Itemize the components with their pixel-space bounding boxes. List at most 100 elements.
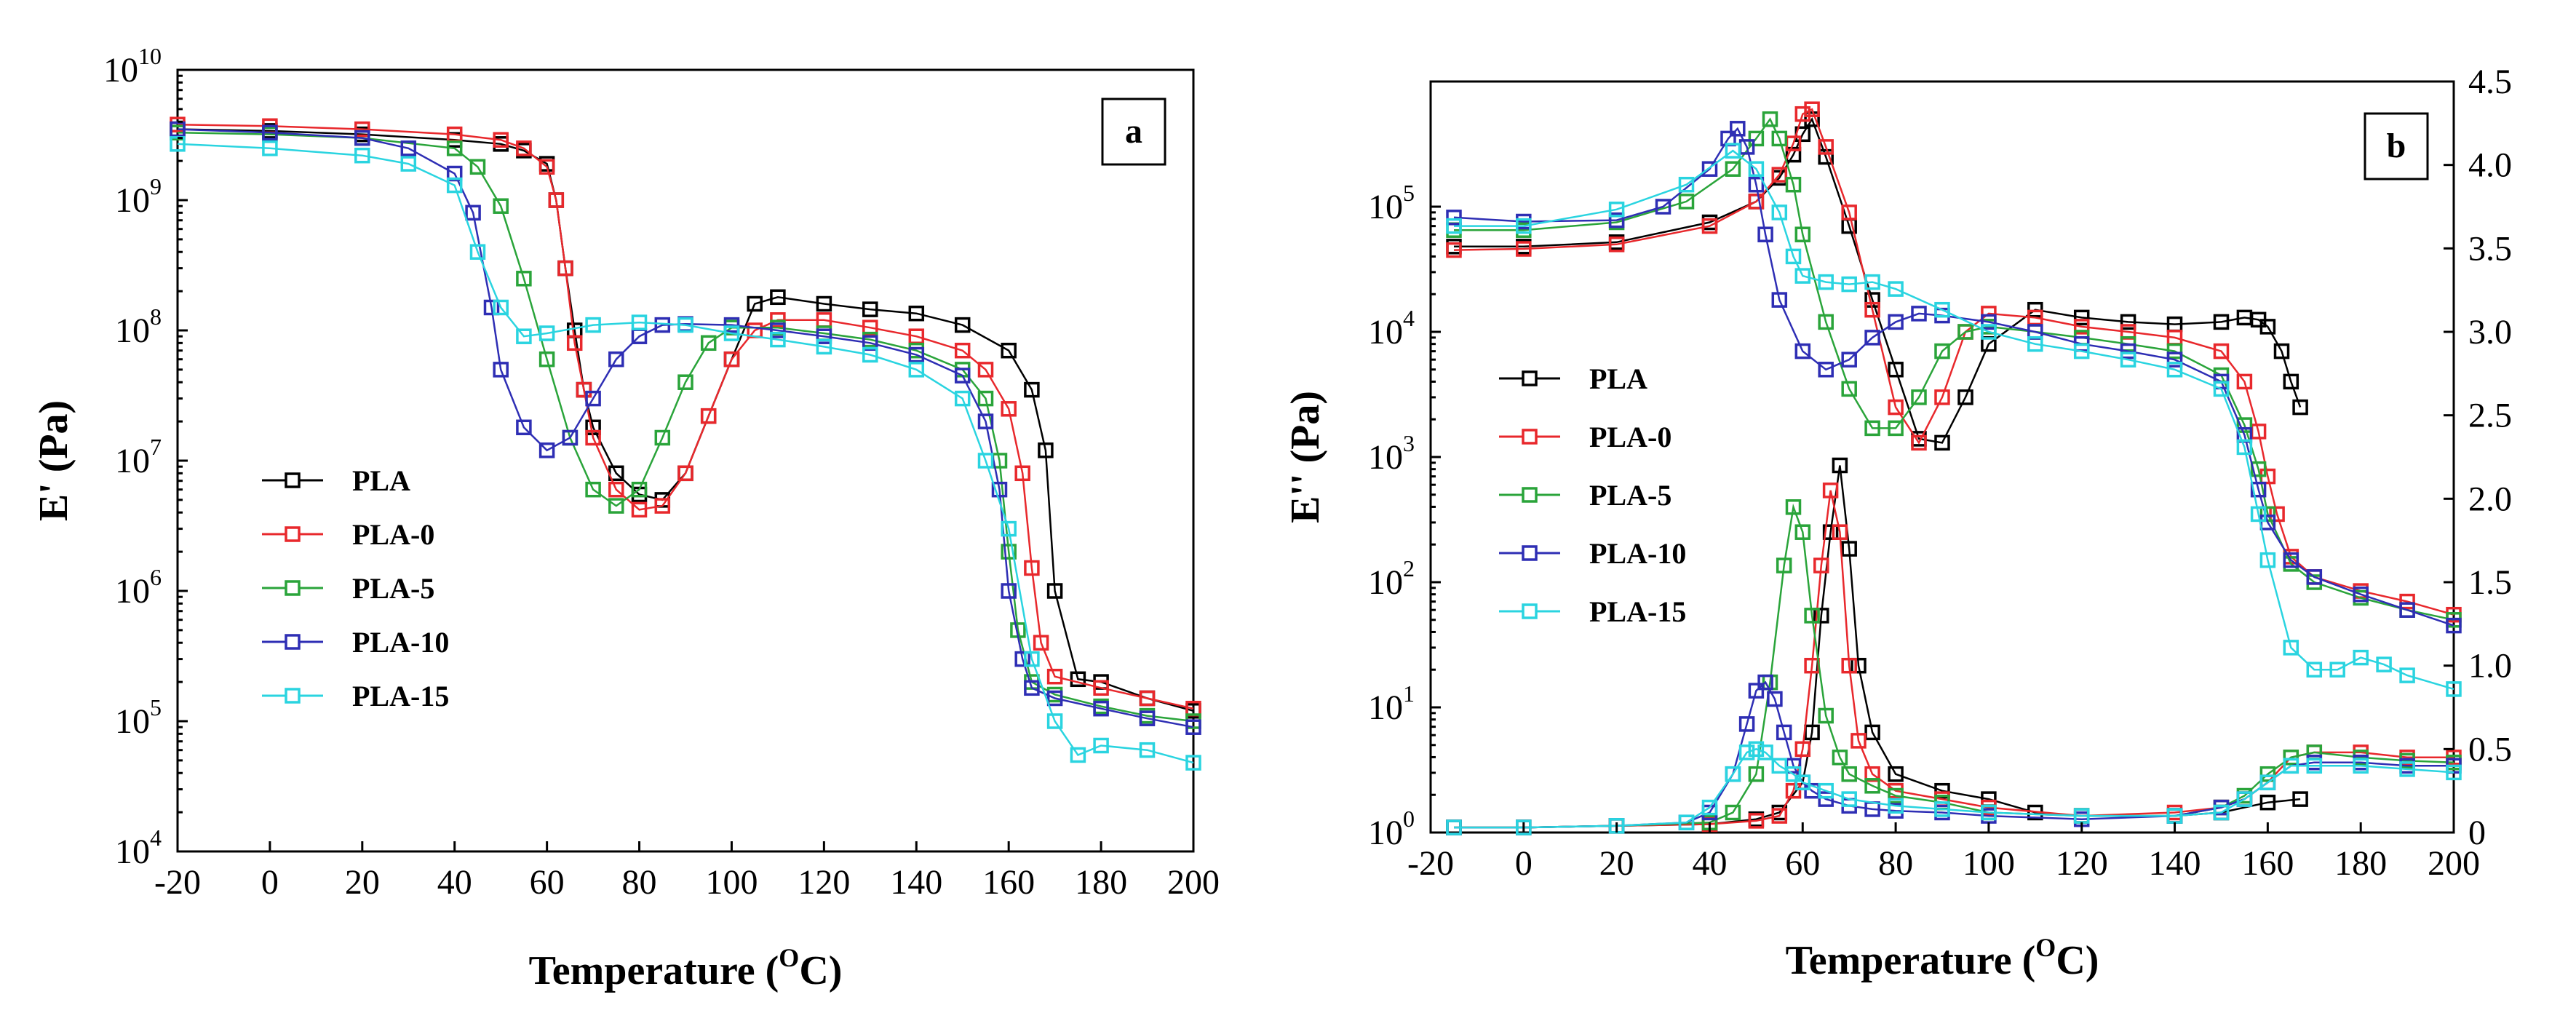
data-point xyxy=(1794,343,1811,359)
data-point xyxy=(1139,690,1156,707)
series-pla-loss-modulus xyxy=(1446,111,2308,451)
y-tick-exponent: 10 xyxy=(138,43,162,69)
data-point xyxy=(469,244,486,260)
data-point xyxy=(1771,758,1788,774)
data-point xyxy=(1046,583,1063,599)
data-point xyxy=(548,192,565,208)
legend-marker xyxy=(285,688,301,704)
data-point xyxy=(1850,657,1867,674)
data-point xyxy=(1832,457,1848,474)
data-point xyxy=(1841,351,1857,368)
data-point xyxy=(2120,351,2136,368)
data-point xyxy=(585,429,601,446)
panel-b-x-axis-title: Temperature (OC) xyxy=(1786,933,2099,983)
data-point xyxy=(1864,301,1880,318)
x-tick-label: 140 xyxy=(890,863,942,902)
x-tick-label: -20 xyxy=(154,863,201,902)
x-tick-label: 160 xyxy=(2241,844,2294,883)
data-point xyxy=(1070,747,1086,763)
data-point xyxy=(2353,758,2369,774)
data-point xyxy=(2283,373,2299,390)
data-point xyxy=(1767,691,1783,707)
data-point xyxy=(700,335,717,351)
data-point xyxy=(1934,801,1950,817)
data-point xyxy=(1608,237,1625,253)
data-point xyxy=(1818,139,1834,155)
data-point xyxy=(2213,804,2230,821)
data-point xyxy=(2269,506,2285,523)
data-point xyxy=(1785,248,1802,265)
data-point xyxy=(1725,804,1741,821)
data-point xyxy=(1446,819,1462,835)
y2-tick-label: 4.0 xyxy=(2468,146,2512,185)
data-point xyxy=(862,346,878,363)
legend-marker xyxy=(285,580,301,596)
legend-label: PLA-5 xyxy=(352,572,434,605)
series-pla-15-loss-modulus xyxy=(1446,143,2462,697)
data-point xyxy=(2166,362,2183,378)
data-point xyxy=(1771,204,1788,221)
data-point xyxy=(1864,766,1880,782)
data-point xyxy=(1888,399,1904,416)
y-tick-base: 10 xyxy=(103,51,138,90)
data-point xyxy=(1818,362,1834,378)
data-point xyxy=(1516,218,1532,234)
series-pla-tan-delta-line xyxy=(1454,465,2301,829)
data-point xyxy=(2259,774,2276,790)
panel-a-x-axis-title-main: Temperature ( xyxy=(529,948,779,993)
data-point xyxy=(1024,651,1040,667)
data-point xyxy=(977,390,994,407)
data-point xyxy=(1934,389,1950,405)
data-point xyxy=(1813,608,1829,624)
data-point xyxy=(1818,274,1834,290)
data-point xyxy=(2213,343,2230,359)
x-tick-label: 180 xyxy=(2334,844,2387,883)
data-point xyxy=(1804,111,1820,127)
y-tick-label: 100 xyxy=(1368,806,1415,852)
y-tick-base: 10 xyxy=(115,442,150,480)
data-point xyxy=(2399,761,2415,777)
data-point xyxy=(1701,161,1718,177)
data-point xyxy=(954,342,971,359)
data-point xyxy=(1864,420,1880,437)
data-point xyxy=(723,317,740,333)
data-point xyxy=(1794,226,1811,242)
legend-entry-pla-15: PLA-15 xyxy=(1499,595,1686,628)
data-point xyxy=(1888,787,1904,804)
panel-b-marks xyxy=(1446,101,2462,835)
y-tick-base: 10 xyxy=(115,311,150,350)
data-point xyxy=(1832,750,1848,766)
data-point xyxy=(1934,434,1950,451)
data-point xyxy=(1093,680,1109,696)
data-point xyxy=(2073,319,2090,335)
legend-marker xyxy=(285,634,301,650)
data-point xyxy=(1446,218,1462,234)
data-point xyxy=(1730,121,1746,137)
data-point xyxy=(631,314,648,330)
data-point xyxy=(2236,417,2253,433)
data-point xyxy=(1701,799,1718,816)
data-point xyxy=(562,429,579,446)
data-point xyxy=(1841,276,1857,293)
y-tick-exponent: 5 xyxy=(1403,180,1415,206)
data-point xyxy=(1934,343,1950,359)
legend-label: PLA-0 xyxy=(352,518,434,551)
y-tick-label: 1010 xyxy=(103,43,162,90)
data-point xyxy=(2027,335,2043,352)
data-point xyxy=(1850,733,1867,749)
data-point xyxy=(1516,241,1532,257)
data-point xyxy=(400,140,417,156)
series-pla-15-tan-delta-line xyxy=(1454,747,2454,829)
series-pla-0-line xyxy=(177,123,1194,710)
panel-a-marks xyxy=(170,116,1201,771)
panel-b-y-axis-title: E'' (Pa) xyxy=(1283,391,1328,523)
series-pla-15-loss-modulus-line xyxy=(1454,149,2454,691)
legend-entry-pla: PLA xyxy=(1499,362,1647,395)
data-point xyxy=(2292,399,2308,416)
data-point xyxy=(816,338,832,355)
data-point xyxy=(1888,420,1904,437)
data-point xyxy=(2399,667,2415,683)
data-point xyxy=(2353,586,2369,603)
y-tick-exponent: 5 xyxy=(150,694,162,720)
data-point xyxy=(585,390,601,407)
